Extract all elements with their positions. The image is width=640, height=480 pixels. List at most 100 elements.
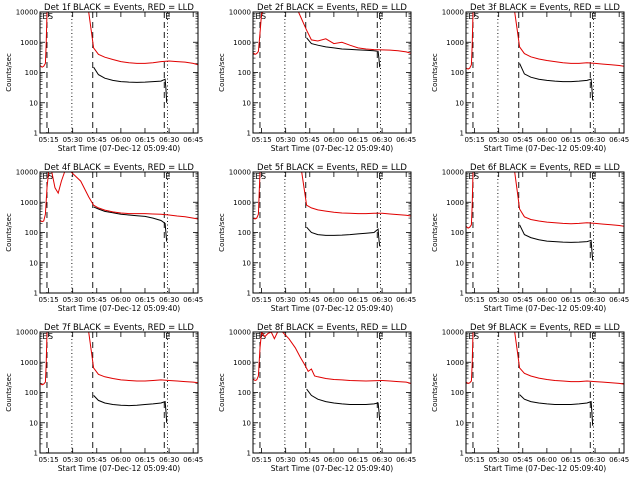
x-tick-label: 06:15 — [561, 456, 581, 464]
panel-title: Det 6f BLACK = Events, RED = LLD — [470, 163, 620, 173]
x-tick-label: 06:00 — [111, 136, 131, 144]
x-tick-label: 06:45 — [396, 296, 416, 304]
panel-title: Det 4f BLACK = Events, RED = LLD — [44, 163, 194, 173]
x-tick-label: 06:30 — [585, 296, 605, 304]
y-tick-label: 100 — [238, 69, 251, 77]
x-tick-label: 05:15 — [464, 296, 484, 304]
panel-title: Det 1f BLACK = Events, RED = LLD — [44, 3, 194, 13]
marker-letter: E — [378, 172, 383, 181]
y-tick-label: 100 — [238, 229, 251, 237]
marker-letter: E — [255, 172, 260, 181]
x-tick-label: 05:30 — [276, 136, 296, 144]
panel-title: Det 3f BLACK = Events, RED = LLD — [470, 3, 620, 13]
y-axis-label: Counts/sec — [5, 373, 13, 412]
x-tick-label: 05:15 — [38, 136, 58, 144]
plot-frame — [465, 11, 625, 134]
plot-frame — [252, 11, 412, 134]
panel-title: Det 7f BLACK = Events, RED = LLD — [44, 323, 194, 333]
y-tick-label: 10000 — [229, 169, 251, 177]
marker-letter: E — [165, 332, 170, 341]
marker-letter: E — [255, 332, 260, 341]
marker-letter: E — [378, 332, 383, 341]
x-tick-label: 05:45 — [87, 136, 107, 144]
y-axis-label: Counts/sec — [431, 373, 439, 412]
y-tick-label: 1000 — [233, 39, 251, 47]
x-tick-label: 05:15 — [251, 456, 271, 464]
x-tick-label: 06:00 — [324, 296, 344, 304]
x-tick-label: 05:15 — [251, 136, 271, 144]
x-axis-label: Start Time (07-Dec-12 05:09:40) — [271, 464, 393, 473]
x-tick-label: 06:00 — [537, 456, 557, 464]
marker-letter: S — [261, 172, 266, 181]
panel-det-3: Det 3f BLACK = Events, RED = LLD Counts/s… — [431, 3, 629, 153]
x-tick-label: 05:30 — [489, 456, 509, 464]
plot-frame — [39, 171, 199, 294]
marker-letter: E — [42, 332, 47, 341]
y-tick-label: 1 — [460, 130, 464, 138]
x-axis-label: Start Time (07-Dec-12 05:09:40) — [484, 304, 606, 313]
x-tick-label: 06:45 — [609, 296, 629, 304]
x-tick-label: 06:15 — [348, 136, 368, 144]
x-tick-label: 06:15 — [561, 296, 581, 304]
x-tick-label: 06:15 — [135, 136, 155, 144]
series-line-lld — [466, 172, 624, 229]
marker-letter: S — [474, 332, 479, 341]
series-line-lld — [40, 332, 198, 386]
plot-frame — [252, 331, 412, 454]
x-axis-label: Start Time (07-Dec-12 05:09:40) — [484, 464, 606, 473]
y-tick-label: 1000 — [20, 359, 38, 367]
x-tick-label: 05:45 — [513, 456, 533, 464]
y-tick-label: 1 — [247, 450, 251, 458]
marker-letter: S — [48, 172, 53, 181]
x-axis-label: Start Time (07-Dec-12 05:09:40) — [271, 144, 393, 153]
y-tick-label: 10 — [29, 259, 38, 267]
marker-letter: E — [165, 12, 170, 21]
plot-frame — [465, 171, 625, 294]
x-tick-label: 06:30 — [585, 136, 605, 144]
x-tick-label: 06:30 — [372, 136, 392, 144]
y-tick-label: 1 — [460, 290, 464, 298]
series-line-lld — [40, 12, 198, 68]
marker-letter: E — [378, 12, 383, 21]
x-tick-label: 06:45 — [183, 296, 203, 304]
panel-det-2: Det 2f BLACK = Events, RED = LLD Counts/s… — [218, 3, 416, 153]
x-tick-label: 06:45 — [183, 456, 203, 464]
x-tick-label: 05:45 — [87, 456, 107, 464]
x-tick-label: 05:45 — [300, 456, 320, 464]
marker-letter: E — [468, 12, 473, 21]
x-axis-label: Start Time (07-Dec-12 05:09:40) — [58, 304, 180, 313]
y-tick-label: 10 — [242, 419, 251, 427]
y-tick-label: 10000 — [229, 9, 251, 17]
x-tick-label: 05:30 — [489, 296, 509, 304]
x-tick-label: 06:15 — [348, 296, 368, 304]
x-tick-label: 06:45 — [396, 136, 416, 144]
x-tick-label: 06:00 — [111, 456, 131, 464]
y-tick-label: 10 — [29, 419, 38, 427]
x-tick-label: 05:45 — [87, 296, 107, 304]
x-tick-label: 05:30 — [489, 136, 509, 144]
marker-letter: S — [261, 12, 266, 21]
y-tick-label: 10000 — [229, 329, 251, 337]
x-axis-label: Start Time (07-Dec-12 05:09:40) — [58, 144, 180, 153]
panel-det-9: Det 9f BLACK = Events, RED = LLD Counts/s… — [431, 323, 629, 473]
panel-det-7: Det 7f BLACK = Events, RED = LLD Counts/s… — [5, 323, 203, 473]
marker-letter: E — [468, 172, 473, 181]
x-tick-label: 06:15 — [135, 296, 155, 304]
x-tick-label: 05:15 — [38, 296, 58, 304]
series-line-events — [519, 63, 594, 101]
y-tick-label: 10000 — [16, 329, 38, 337]
plot-frame — [39, 11, 199, 134]
panel-det-6: Det 6f BLACK = Events, RED = LLD Counts/s… — [431, 163, 629, 313]
y-axis-label: Counts/sec — [5, 213, 13, 252]
series-line-events — [93, 66, 168, 103]
series-line-lld — [40, 172, 198, 223]
y-tick-label: 10 — [455, 259, 464, 267]
series-line-lld — [466, 12, 624, 70]
y-tick-label: 1000 — [233, 359, 251, 367]
x-tick-label: 06:45 — [396, 456, 416, 464]
y-tick-label: 100 — [451, 69, 464, 77]
series-line-lld — [253, 172, 411, 220]
series-line-events — [93, 395, 168, 423]
x-tick-label: 06:30 — [159, 456, 179, 464]
panel-det-5: Det 5f BLACK = Events, RED = LLD Counts/s… — [218, 163, 416, 313]
